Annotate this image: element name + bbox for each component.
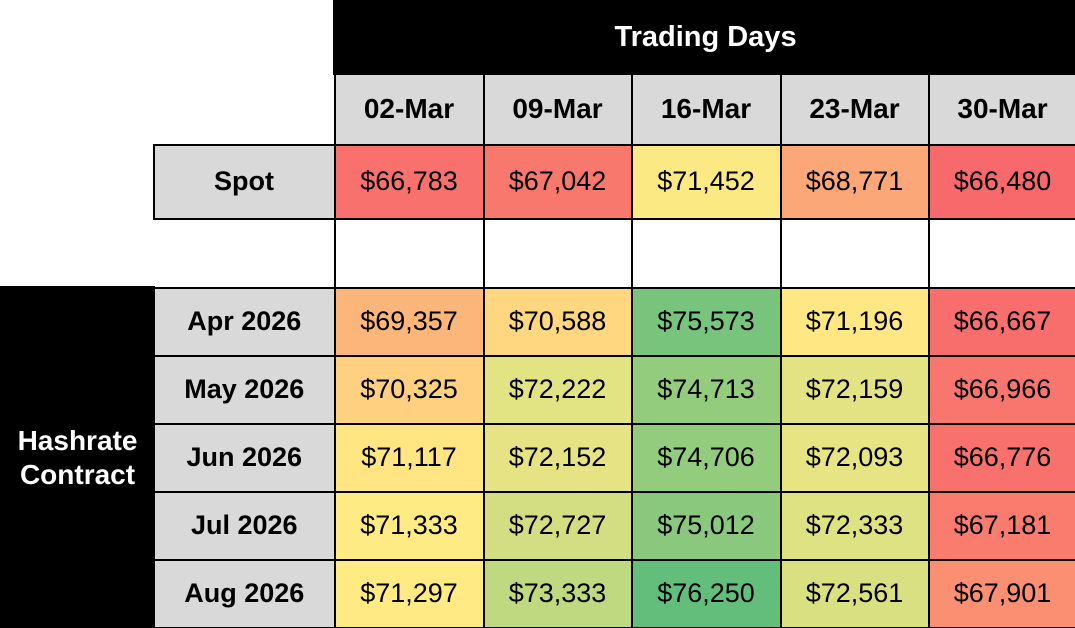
row-label-spot: Spot (152, 143, 336, 220)
heatmap-cell: $66,776 (927, 422, 1075, 493)
empty-corner (1, 1, 335, 74)
empty-corner (1, 144, 154, 219)
heatmap-cell: $70,588 (482, 286, 633, 357)
heatmap-cell: $73,333 (482, 558, 633, 628)
heatmap-cell: $72,159 (779, 354, 930, 425)
empty-gap (1, 218, 335, 288)
row-label-jun-2026: Jun 2026 (152, 422, 336, 493)
empty-gap-cell (333, 217, 485, 289)
heatmap-cell: $69,357 (333, 286, 485, 357)
heatmap-cell: $72,727 (482, 490, 633, 561)
column-header-02-mar: 02-Mar (333, 72, 485, 146)
heatmap-cell: $72,222 (482, 354, 633, 425)
heatmap-cell: $74,706 (630, 422, 782, 493)
column-header-09-mar: 09-Mar (482, 72, 633, 146)
heatmap-cell: $67,181 (927, 490, 1075, 561)
heatmap-cell: $67,901 (927, 558, 1075, 628)
row-label-may-2026: May 2026 (152, 354, 336, 425)
heatmap-cell: $71,297 (333, 558, 485, 628)
heatmap-cell: $68,771 (779, 143, 930, 220)
hashrate-contract-group-label: Hashrate Contract (0, 286, 155, 628)
heatmap-cell: $66,480 (927, 143, 1075, 220)
heatmap-cell: $72,152 (482, 422, 633, 493)
empty-gap-cell (927, 217, 1075, 289)
column-header-30-mar: 30-Mar (927, 72, 1075, 146)
heatmap-cell: $66,966 (927, 354, 1075, 425)
empty-gap-cell (630, 217, 782, 289)
heatmap-cell: $66,783 (333, 143, 485, 220)
empty-gap-cell (482, 217, 633, 289)
heatmap-cell: $70,325 (333, 354, 485, 425)
heatmap-cell: $71,333 (333, 490, 485, 561)
trading-days-banner: Trading Days (332, 0, 1075, 75)
heatmap-cell: $67,042 (482, 143, 633, 220)
empty-corner (1, 73, 335, 145)
heatmap-cell: $75,573 (630, 286, 782, 357)
heatmap-cell: $75,012 (630, 490, 782, 561)
heatmap-cell: $72,333 (779, 490, 930, 561)
heatmap-cell: $66,667 (927, 286, 1075, 357)
heatmap-cell: $76,250 (630, 558, 782, 628)
heatmap-cell: $72,093 (779, 422, 930, 493)
row-label-jul-2026: Jul 2026 (152, 490, 336, 561)
row-label-aug-2026: Aug 2026 (152, 558, 336, 628)
empty-gap-cell (779, 217, 930, 289)
heatmap-cell: $71,196 (779, 286, 930, 357)
heatmap-cell: $74,713 (630, 354, 782, 425)
row-label-apr-2026: Apr 2026 (152, 286, 336, 357)
column-header-16-mar: 16-Mar (630, 72, 782, 146)
heatmap-cell: $71,452 (630, 143, 782, 220)
heatmap-cell: $71,117 (333, 422, 485, 493)
column-header-23-mar: 23-Mar (779, 72, 930, 146)
heatmap-cell: $72,561 (779, 558, 930, 628)
